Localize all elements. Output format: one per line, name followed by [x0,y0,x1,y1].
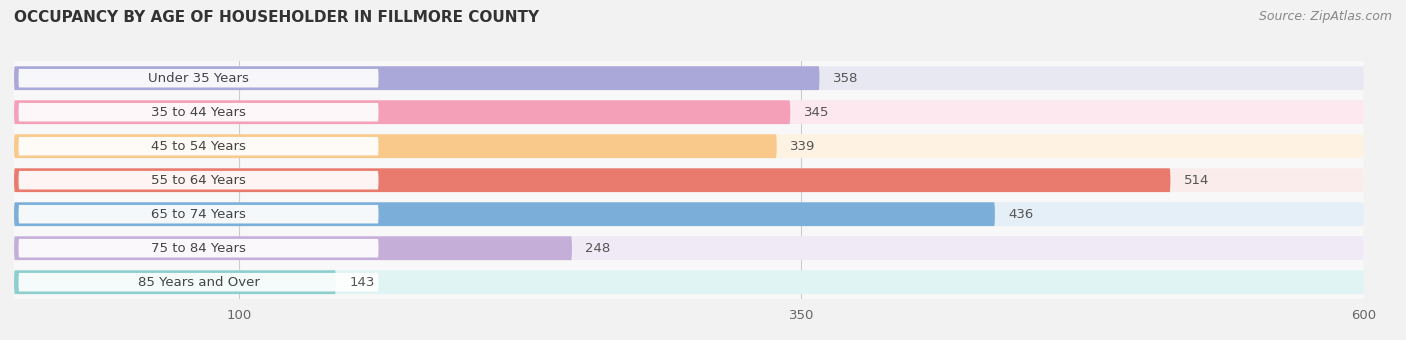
Text: 248: 248 [585,242,610,255]
Text: 143: 143 [349,276,374,289]
FancyBboxPatch shape [18,137,378,155]
Text: 514: 514 [1184,174,1209,187]
FancyBboxPatch shape [14,100,1364,124]
FancyBboxPatch shape [18,103,378,121]
Text: Source: ZipAtlas.com: Source: ZipAtlas.com [1258,10,1392,23]
FancyBboxPatch shape [18,205,378,223]
FancyBboxPatch shape [14,202,1364,226]
Text: 45 to 54 Years: 45 to 54 Years [150,140,246,153]
Text: 35 to 44 Years: 35 to 44 Years [150,106,246,119]
FancyBboxPatch shape [14,66,1364,90]
FancyBboxPatch shape [14,236,572,260]
Text: Under 35 Years: Under 35 Years [148,72,249,85]
Text: 436: 436 [1008,208,1033,221]
Text: 65 to 74 Years: 65 to 74 Years [150,208,246,221]
FancyBboxPatch shape [14,168,1364,192]
FancyBboxPatch shape [18,69,378,87]
Text: 358: 358 [832,72,858,85]
FancyBboxPatch shape [14,134,1364,158]
Text: 85 Years and Over: 85 Years and Over [138,276,260,289]
FancyBboxPatch shape [18,239,378,257]
FancyBboxPatch shape [14,100,790,124]
Text: 345: 345 [804,106,830,119]
FancyBboxPatch shape [14,134,776,158]
Text: OCCUPANCY BY AGE OF HOUSEHOLDER IN FILLMORE COUNTY: OCCUPANCY BY AGE OF HOUSEHOLDER IN FILLM… [14,10,538,25]
FancyBboxPatch shape [14,236,1364,260]
FancyBboxPatch shape [14,270,336,294]
FancyBboxPatch shape [14,270,1364,294]
FancyBboxPatch shape [14,66,820,90]
FancyBboxPatch shape [14,202,995,226]
Text: 55 to 64 Years: 55 to 64 Years [150,174,246,187]
FancyBboxPatch shape [14,168,1170,192]
Text: 339: 339 [790,140,815,153]
Text: 75 to 84 Years: 75 to 84 Years [150,242,246,255]
FancyBboxPatch shape [18,273,378,291]
FancyBboxPatch shape [18,171,378,189]
